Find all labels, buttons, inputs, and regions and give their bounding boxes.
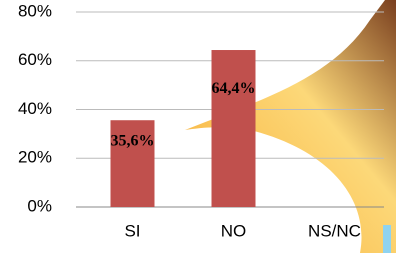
y-tick-label: 80%	[18, 1, 52, 20]
x-tick-label: NO	[221, 221, 247, 240]
value-label: 35,6%	[111, 133, 155, 150]
y-tick-label: 20%	[18, 148, 52, 167]
y-tick-label: 40%	[18, 99, 52, 118]
x-tick-label: NS/NC	[308, 221, 361, 240]
y-tick-label: 0%	[27, 196, 52, 215]
value-label: 64,4%	[212, 80, 256, 97]
x-tick-label: SI	[124, 221, 140, 240]
chart: 0% 20% 40% 60% 80% SI 35,6% NO 64,4% NS/NC	[0, 0, 396, 253]
y-tick-label: 60%	[18, 50, 52, 69]
bar	[212, 50, 256, 207]
background-accent	[383, 225, 391, 253]
